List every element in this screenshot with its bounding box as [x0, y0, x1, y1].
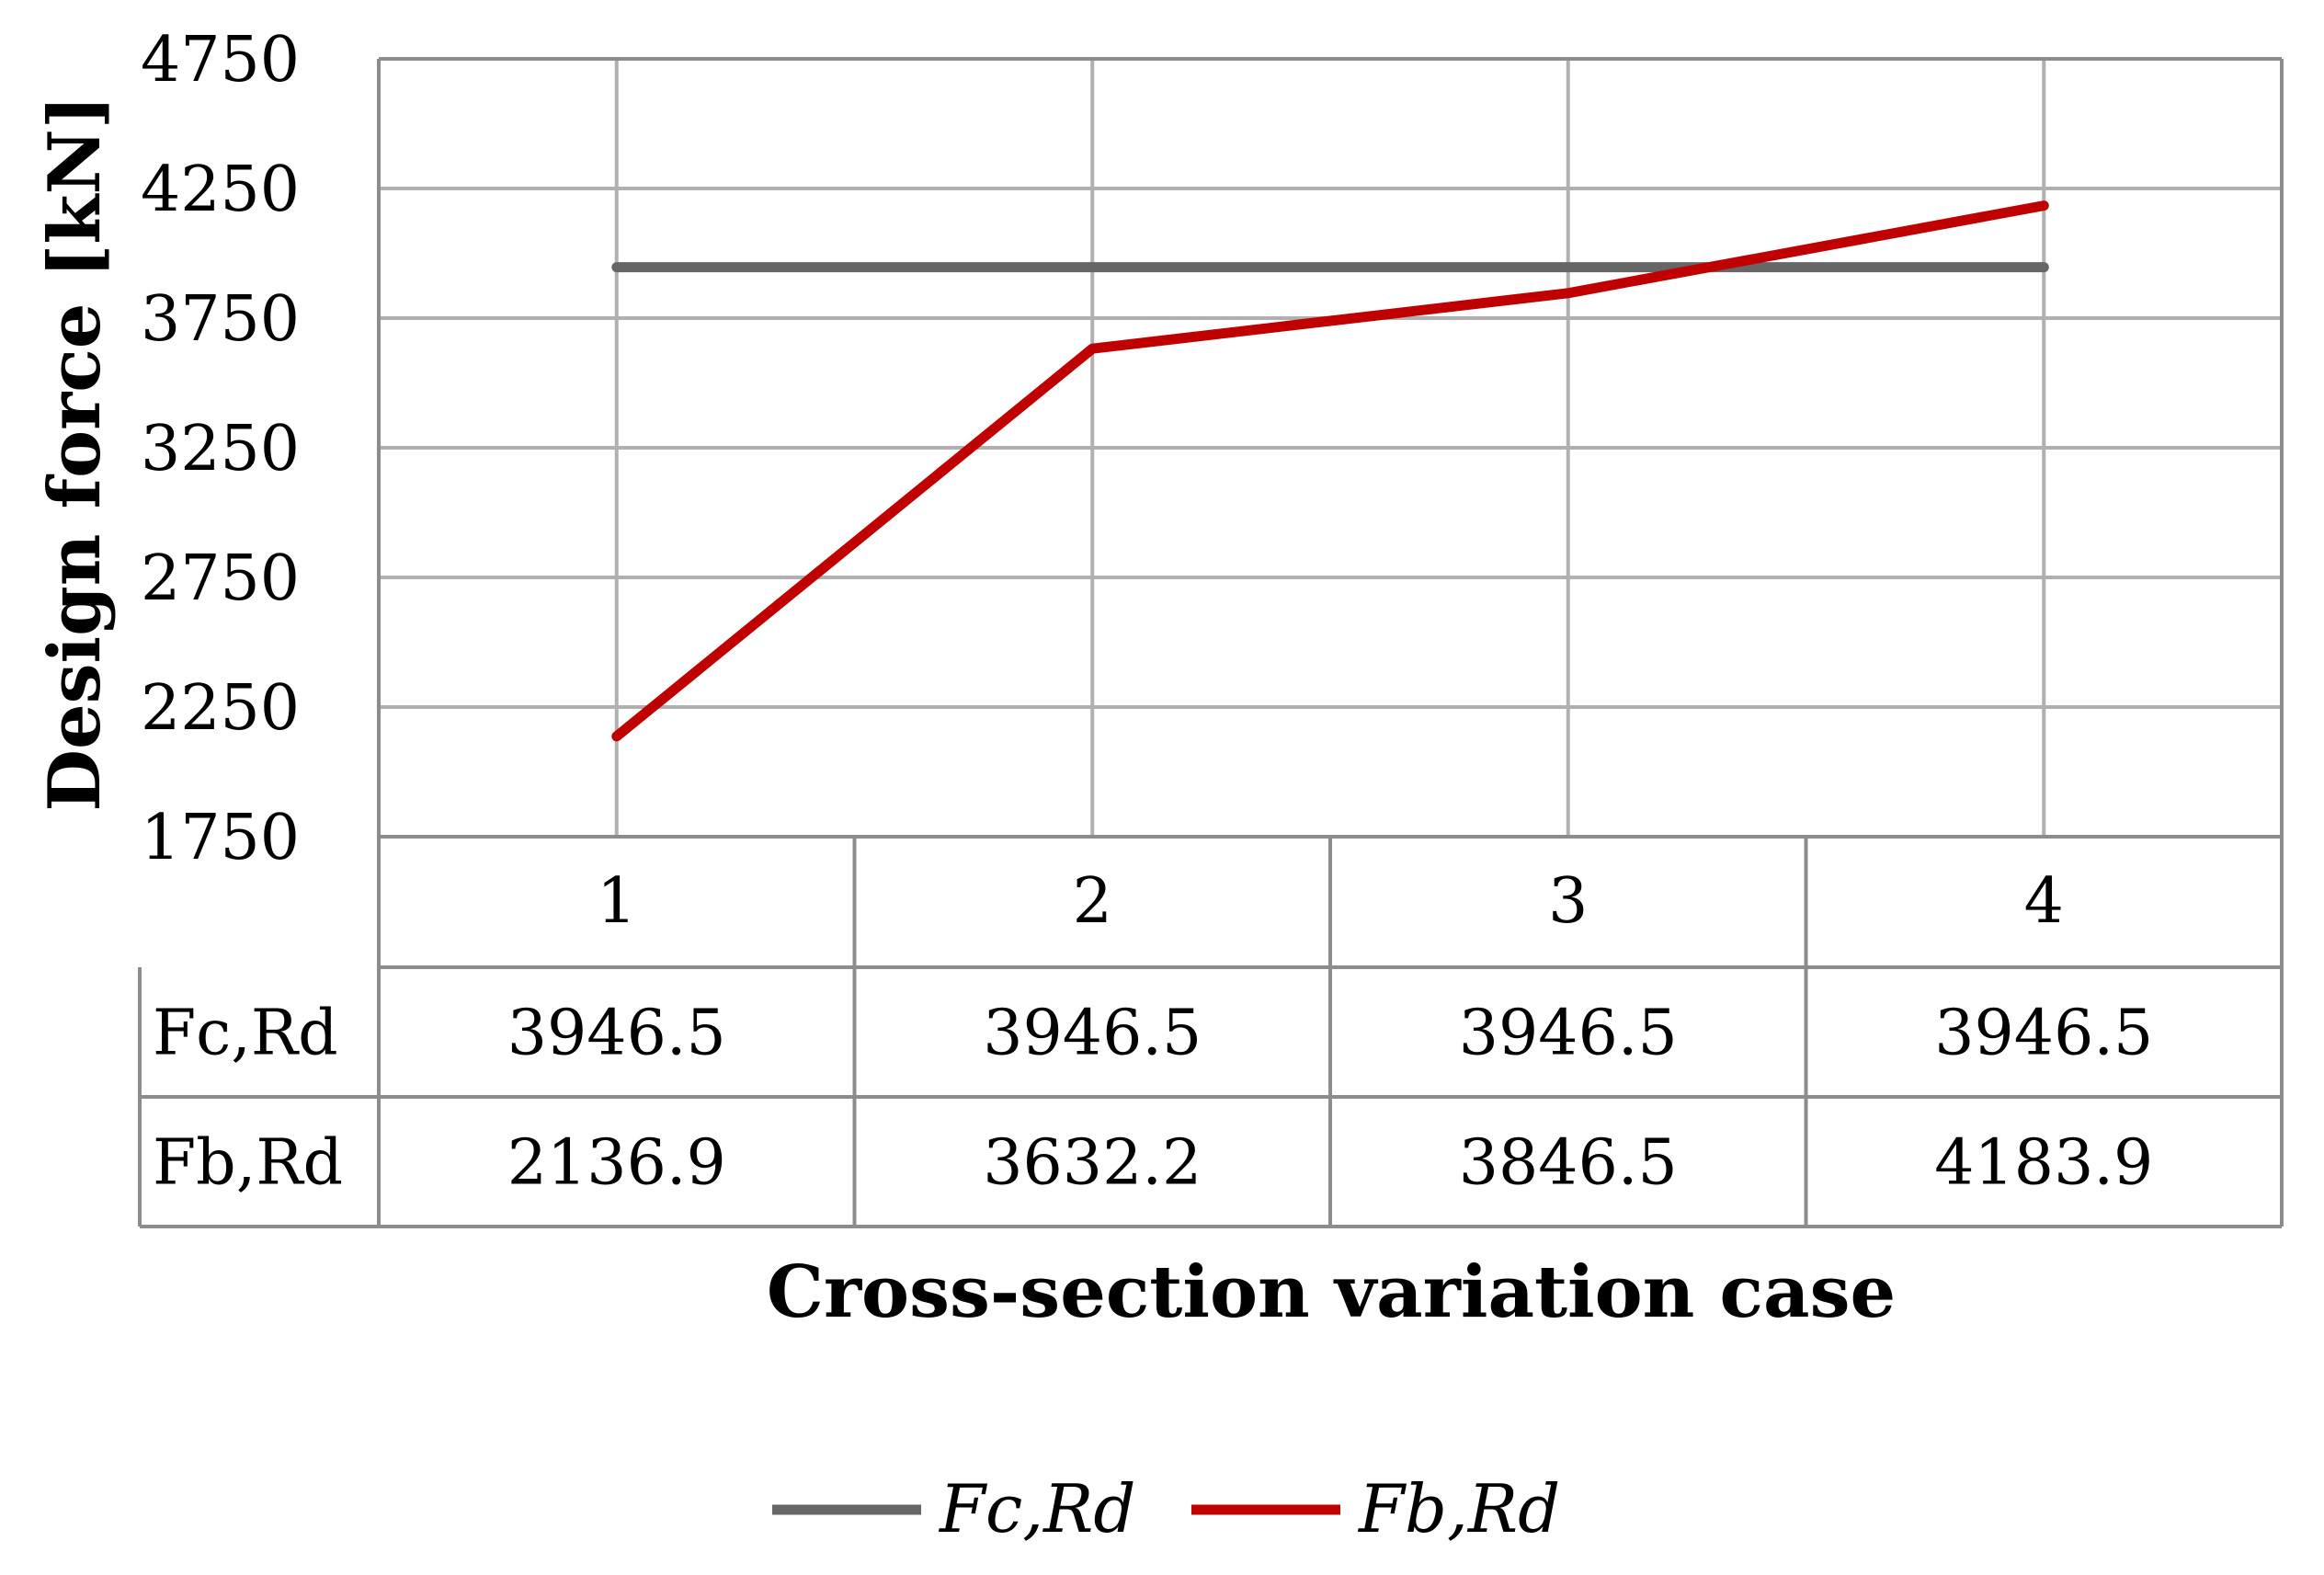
table-cell-fc-rd-2: 3946.5 [983, 998, 1202, 1070]
y-axis-title: Design force [kN] [33, 95, 117, 811]
series-line-fb-rd [611, 200, 2049, 742]
x-tick-label-1: 1 [597, 865, 636, 938]
y-tick-label-2750: 2750 [141, 542, 300, 615]
y-tick-label-3250: 3250 [141, 413, 300, 485]
table-cell-fc-rd-4: 3946.5 [1934, 998, 2153, 1070]
x-axis-title: Cross-section variation case [767, 1250, 1896, 1334]
series-lines [611, 200, 2049, 742]
table-cell-fb-rd-4: 4183.9 [1934, 1127, 2153, 1200]
x-tick-label-2: 2 [1073, 865, 1112, 938]
y-tick-label-1750: 1750 [141, 802, 300, 874]
table-cell-fb-rd-3: 3846.5 [1459, 1127, 1678, 1200]
table-cell-fc-rd-3: 3946.5 [1459, 998, 1678, 1070]
y-tick-label-4250: 4250 [141, 154, 300, 226]
legend-label-fb-rd: Fb,Rd [1357, 1470, 1560, 1547]
y-tick-label-3750: 3750 [141, 283, 300, 356]
y-tick-label-2250: 2250 [141, 672, 300, 745]
data-table: Fc,Rd 3946.5 3946.5 3946.5 3946.5 Fb,Rd 2136.9… [138, 57, 2284, 1228]
legend: Fc,Rd Fb,Rd [772, 1470, 1560, 1547]
table-cell-fb-rd-2: 3632.2 [983, 1127, 1202, 1200]
table-cell-fc-rd-1: 3946.5 [507, 998, 726, 1070]
grid [379, 57, 2282, 837]
table-row-label-fb-rd: Fb,Rd [153, 1127, 343, 1200]
table-row-label-fc-rd: Fc,Rd [153, 998, 338, 1070]
legend-label-fc-rd: Fc,Rd [938, 1470, 1135, 1547]
x-tick-labels: 1 2 3 4 [597, 865, 2064, 938]
y-tick-labels: 4750 4250 3750 3250 2750 2250 1750 [141, 24, 300, 874]
y-tick-label-4750: 4750 [141, 24, 300, 97]
x-tick-label-4: 4 [2024, 865, 2064, 938]
table-cell-fb-rd-1: 2136.9 [507, 1127, 726, 1200]
x-tick-label-3: 3 [1548, 865, 1588, 938]
